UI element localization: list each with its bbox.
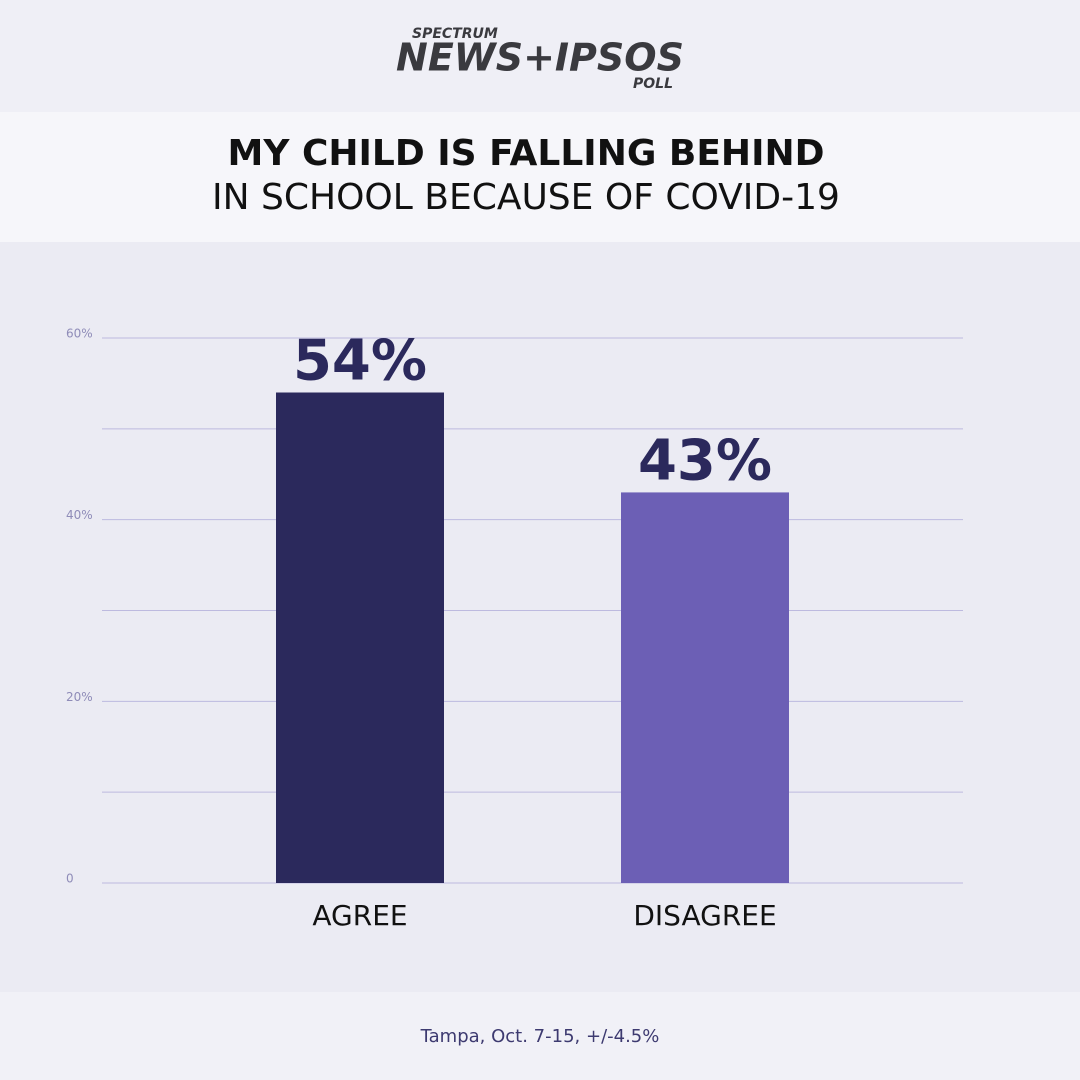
chart-subtitle: IN SCHOOL BECAUSE OF COVID-19 [212, 177, 840, 218]
y-tick-label: 20% [66, 690, 93, 704]
footer-band [0, 992, 1080, 1080]
chart-title: MY CHILD IS FALLING BEHIND [228, 133, 825, 174]
value-label: 43% [638, 429, 772, 494]
bar [621, 492, 789, 883]
value-label: 54% [293, 329, 427, 394]
footnote: Tampa, Oct. 7-15, +/-4.5% [420, 1026, 660, 1047]
y-tick-label: 0 [66, 872, 74, 886]
brand-bottom: POLL [633, 76, 673, 92]
brand-top: SPECTRUM [412, 26, 498, 42]
bar [276, 392, 444, 883]
brand-main: NEWS+IPSOS [396, 36, 684, 80]
x-tick-label: AGREE [312, 899, 407, 932]
header-band [0, 0, 1080, 112]
x-tick-label: DISAGREE [633, 899, 776, 932]
y-tick-label: 60% [66, 327, 93, 341]
y-tick-label: 40% [66, 508, 93, 522]
title-band [0, 112, 1080, 242]
